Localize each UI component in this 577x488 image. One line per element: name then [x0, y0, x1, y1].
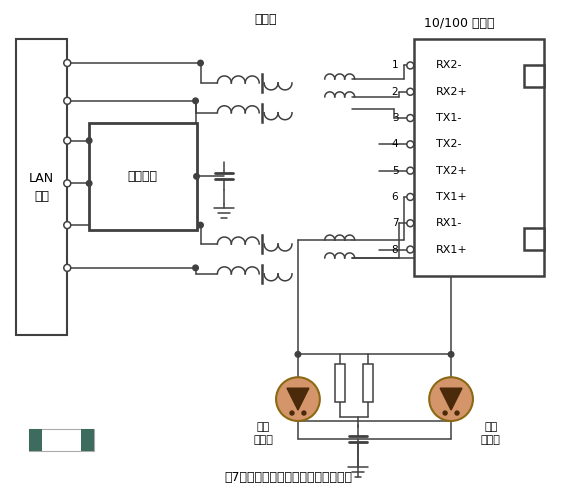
Text: 7: 7	[392, 218, 398, 228]
Text: 浪涌
放电管: 浪涌 放电管	[253, 422, 273, 446]
Text: TX2+: TX2+	[436, 165, 467, 176]
Text: 1: 1	[392, 61, 398, 70]
Bar	[29, 429, 42, 451]
Circle shape	[64, 180, 71, 187]
Text: RX1+: RX1+	[436, 244, 468, 255]
Circle shape	[64, 60, 71, 66]
Text: 变压器: 变压器	[254, 13, 276, 26]
Text: 3: 3	[392, 113, 398, 123]
Polygon shape	[287, 388, 309, 410]
Circle shape	[407, 141, 414, 148]
Text: 8: 8	[392, 244, 398, 255]
Circle shape	[64, 97, 71, 104]
Text: TX1+: TX1+	[436, 192, 467, 202]
Text: RX1-: RX1-	[436, 218, 463, 228]
Text: 5: 5	[392, 165, 398, 176]
Circle shape	[302, 411, 306, 415]
Text: 10/100 以太网: 10/100 以太网	[424, 17, 494, 30]
Circle shape	[455, 411, 459, 415]
Circle shape	[194, 174, 199, 179]
Circle shape	[193, 265, 198, 271]
Circle shape	[198, 60, 203, 66]
Circle shape	[64, 264, 71, 271]
Text: LAN: LAN	[29, 172, 54, 185]
Circle shape	[64, 137, 71, 144]
Polygon shape	[440, 388, 462, 410]
Circle shape	[87, 181, 92, 186]
Circle shape	[276, 377, 320, 421]
Bar	[362, 365, 373, 402]
Circle shape	[448, 351, 454, 357]
Circle shape	[407, 193, 414, 201]
Text: 二级保护: 二级保护	[128, 170, 158, 183]
Circle shape	[290, 411, 294, 415]
Text: TX2-: TX2-	[436, 140, 462, 149]
Text: TX1-: TX1-	[436, 113, 462, 123]
Text: 4: 4	[392, 140, 398, 149]
Bar	[414, 39, 544, 276]
Circle shape	[198, 223, 203, 228]
Circle shape	[407, 115, 414, 122]
Circle shape	[443, 411, 447, 415]
Text: 图7　以太网接口过电压保护电路示例: 图7 以太网接口过电压保护电路示例	[224, 471, 353, 484]
Bar	[524, 228, 544, 250]
Circle shape	[295, 351, 301, 357]
Circle shape	[407, 88, 414, 95]
Circle shape	[193, 98, 198, 103]
Text: RX2+: RX2+	[436, 87, 468, 97]
Bar	[524, 65, 544, 87]
Bar	[29, 429, 94, 451]
Text: 2: 2	[392, 87, 398, 97]
Bar	[335, 365, 344, 402]
Circle shape	[407, 220, 414, 227]
Circle shape	[87, 138, 92, 143]
Circle shape	[64, 222, 71, 228]
Text: 浪涌
放电管: 浪涌 放电管	[481, 422, 501, 446]
Circle shape	[429, 377, 473, 421]
Circle shape	[407, 246, 414, 253]
Text: 芯片: 芯片	[34, 190, 49, 203]
Bar	[16, 39, 68, 335]
Circle shape	[407, 62, 414, 69]
Text: RX2-: RX2-	[436, 61, 463, 70]
Bar	[89, 122, 197, 230]
Bar	[81, 429, 94, 451]
Circle shape	[407, 167, 414, 174]
Text: 6: 6	[392, 192, 398, 202]
